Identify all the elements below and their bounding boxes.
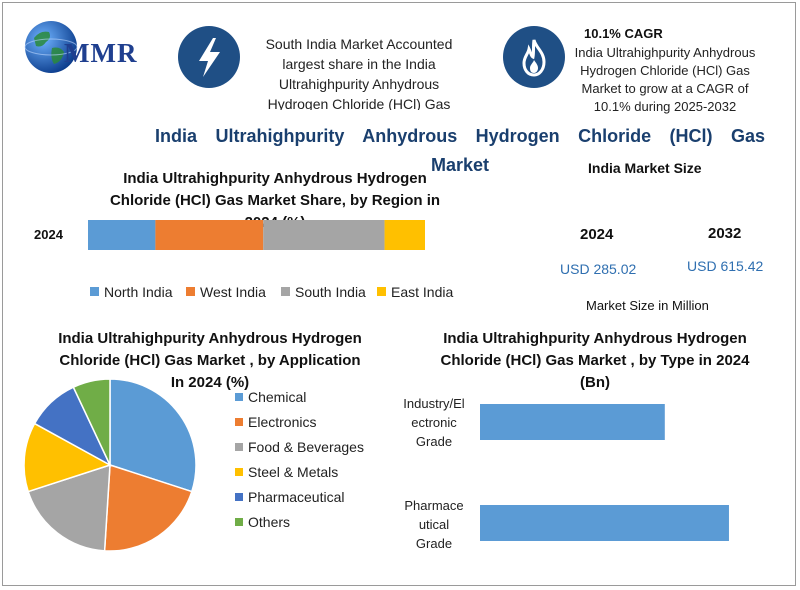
legend-swatch <box>235 518 243 526</box>
cagr-icon-badge <box>503 26 565 88</box>
legend-swatch <box>235 443 243 451</box>
region-bar-segment-north-india <box>88 220 156 250</box>
legend-label: Pharmaceutical <box>248 489 345 505</box>
market-size-title: India Market Size <box>588 160 702 176</box>
legend-swatch <box>281 287 290 296</box>
region-legend-item: East India <box>377 284 453 300</box>
region-bar-segment-east-india <box>384 220 425 250</box>
market-size-year-2032: 2032 <box>708 225 742 242</box>
brand-logo: MMR <box>64 38 138 68</box>
region-chart-category-label: 2024 <box>34 227 63 242</box>
region-legend-item: North India <box>90 284 172 300</box>
region-bar-segment-south-india <box>263 220 385 250</box>
legend-label: Electronics <box>248 414 317 430</box>
legend-swatch <box>186 287 195 296</box>
legend-label: Food & Beverages <box>248 439 364 455</box>
region-stacked-bar <box>88 220 425 250</box>
flame-icon <box>522 39 546 77</box>
pie-legend-item: Chemical <box>235 389 306 405</box>
legend-label: South India <box>295 284 366 300</box>
pie-legend-item: Others <box>235 514 290 530</box>
region-highlight-text: South India Market Accounted largest sha… <box>265 36 453 110</box>
legend-label: North India <box>104 284 173 300</box>
application-pie-chart <box>23 378 197 552</box>
legend-swatch <box>377 287 386 296</box>
market-size-year-2024: 2024 <box>580 226 614 243</box>
legend-swatch <box>90 287 99 296</box>
legend-label: Chemical <box>248 389 307 405</box>
type-category-label: Industry/El ectronic Grade <box>395 394 473 451</box>
market-size-unit-note: Market Size in Million <box>586 298 709 313</box>
type-category-label-line: Pharmace <box>404 498 464 513</box>
type-category-label-line: Industry/El <box>403 396 465 411</box>
legend-swatch <box>235 493 243 501</box>
pie-legend-item: Electronics <box>235 414 316 430</box>
lightning-bolt-icon <box>199 38 220 77</box>
market-size-value-2024: USD 285.02 <box>560 261 637 277</box>
region-legend-item: South India <box>281 284 366 300</box>
pie-slice-others <box>72 378 111 466</box>
globe-icon <box>24 21 78 73</box>
legend-swatch <box>235 468 243 476</box>
application-chart-title: India Ultrahighpurity Anhydrous Hydrogen… <box>58 330 362 391</box>
type-bar-pharmaceutical-grade <box>480 505 729 541</box>
type-category-label-line: Grade <box>415 434 453 449</box>
main-title: India Ultrahighpurity Anhydrous Hydrogen… <box>155 126 765 175</box>
pie-slice-chemical <box>109 378 197 493</box>
region-bar-segment-west-india <box>155 220 264 250</box>
legend-label: Others <box>248 514 291 530</box>
pie-legend-item: Steel & Metals <box>235 464 338 480</box>
legend-label: West India <box>200 284 266 300</box>
pie-slice-electronics <box>103 463 193 552</box>
legend-label: Steel & Metals <box>248 464 339 480</box>
market-size-value-2032: USD 615.42 <box>687 258 764 274</box>
cagr-highlight-text: India Ultrahighpurity Anhydrous Hydrogen… <box>574 45 756 114</box>
type-chart-title: India Ultrahighpurity Anhydrous Hydrogen… <box>440 330 750 391</box>
pie-slice-steel-metals <box>23 422 112 493</box>
legend-swatch <box>235 393 243 401</box>
type-category-label-line: Grade <box>415 536 453 551</box>
type-category-label: Pharmace utical Grade <box>395 496 473 553</box>
type-bar-chart <box>480 404 729 541</box>
region-legend-item: West India <box>186 284 266 300</box>
pie-legend-item: Food & Beverages <box>235 439 364 455</box>
highlight-icon-badge <box>178 26 240 88</box>
type-category-label-line: utical <box>418 517 450 532</box>
legend-swatch <box>235 418 243 426</box>
legend-label: East India <box>391 284 454 300</box>
cagr-title: 10.1% CAGR <box>584 26 663 41</box>
pie-slice-food-beverages <box>27 463 111 552</box>
type-category-label-line: ectronic <box>411 415 457 430</box>
pie-legend-item: Pharmaceutical <box>235 489 345 505</box>
type-bar-industry-electronic-grade <box>480 404 665 440</box>
